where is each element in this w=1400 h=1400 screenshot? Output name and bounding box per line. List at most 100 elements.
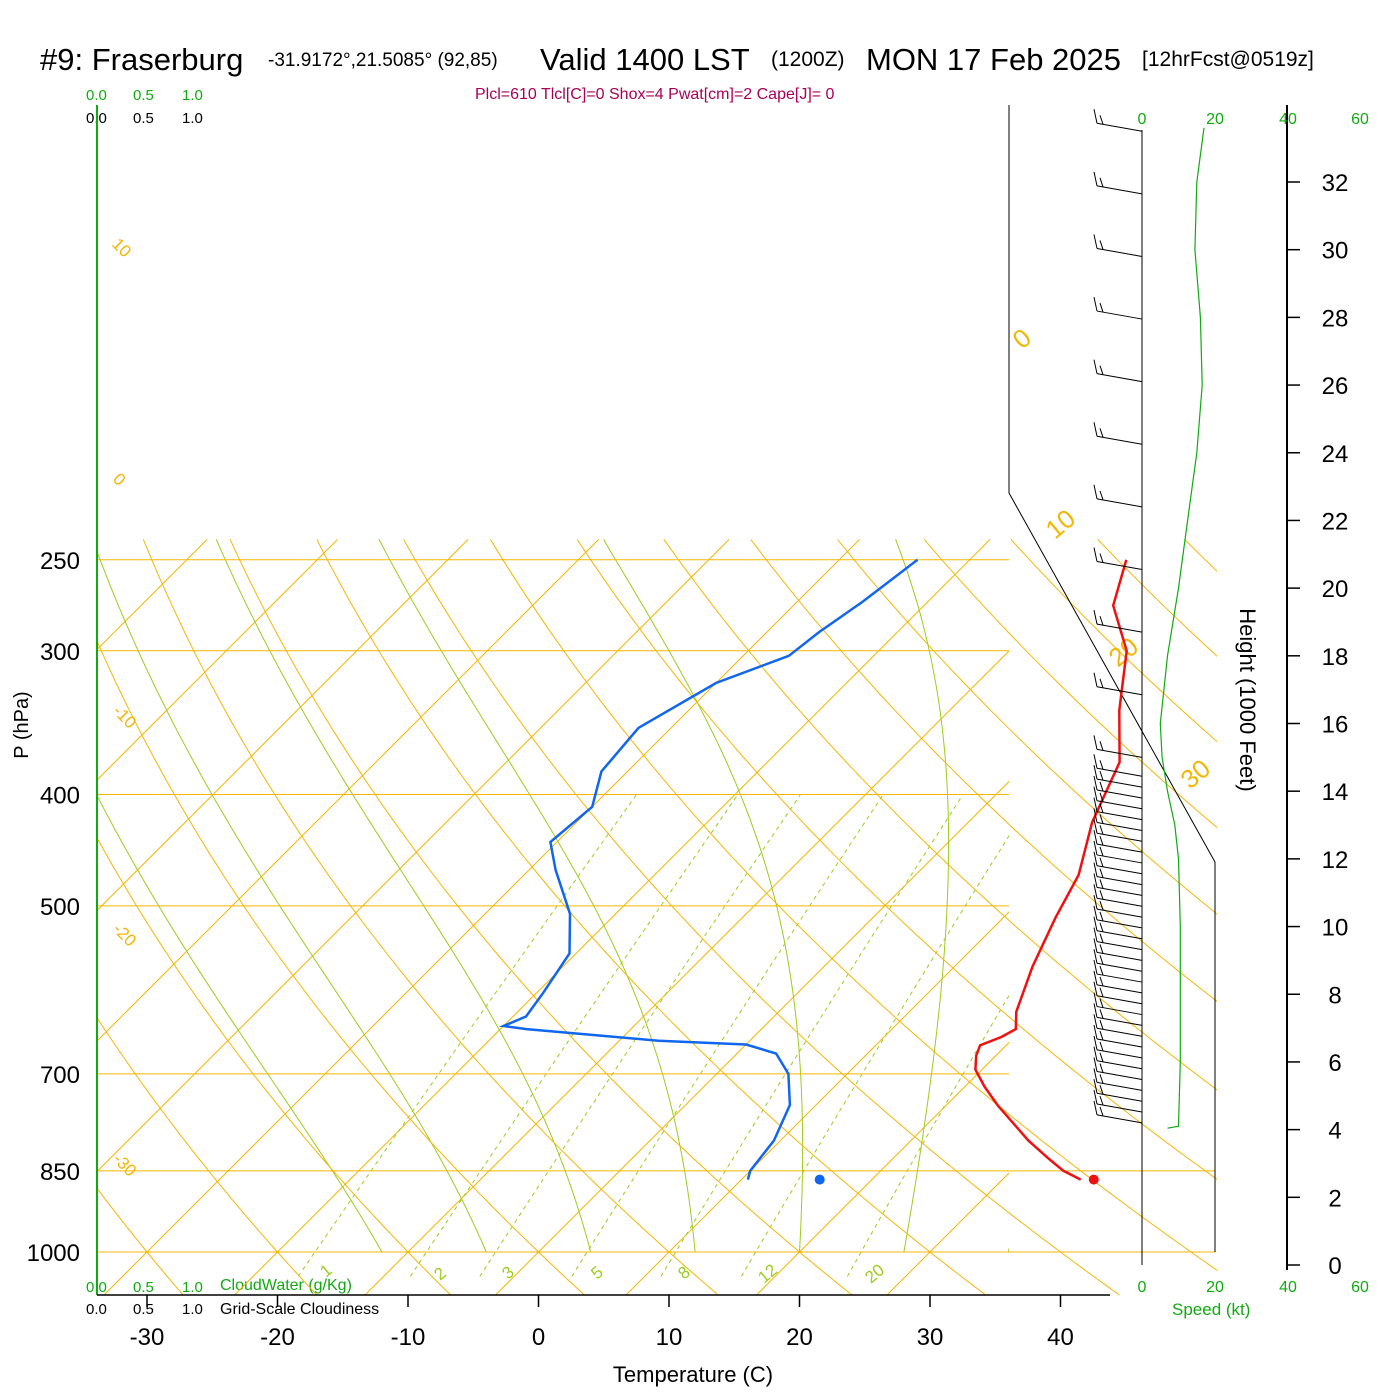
temperature-tick-label: 0 xyxy=(532,1324,545,1351)
wind-barb xyxy=(1093,905,1143,929)
wind-barb-feather xyxy=(1093,927,1098,942)
wind-barb xyxy=(1093,1014,1143,1037)
wind-barb xyxy=(1093,938,1143,961)
dry-adiabat-line xyxy=(923,539,1217,829)
moist-adiabat-line xyxy=(603,539,804,1253)
speed-tick-bottom: 0 xyxy=(1138,1279,1147,1296)
isotherm-line xyxy=(103,539,860,1295)
wind-barb-staff xyxy=(1096,951,1143,961)
height-tick-label: 24 xyxy=(1322,441,1349,468)
wind-barb-feather xyxy=(1099,1074,1104,1084)
wind-barb-feather xyxy=(1099,825,1104,835)
wind-barb-staff xyxy=(1096,1060,1143,1070)
temperature-tick-label: 20 xyxy=(786,1324,813,1351)
cloudiness-scale-05-b: 0.5 xyxy=(133,1301,154,1318)
wind-barb-feather xyxy=(1093,1079,1098,1094)
dry-adiabat-label: 0 xyxy=(1007,322,1037,354)
wind-barb xyxy=(1093,775,1143,799)
wind-barb-feather xyxy=(1093,970,1098,986)
isotherm-line xyxy=(97,539,730,1173)
wind-barb xyxy=(1093,610,1143,633)
wind-barb xyxy=(1093,109,1143,132)
wind-barb-staff xyxy=(1096,561,1143,571)
wind-barb-feather xyxy=(1099,814,1104,824)
wind-barb xyxy=(1093,1100,1143,1124)
wind-barb-feather xyxy=(1093,171,1098,186)
temperature-tick-label: -20 xyxy=(260,1324,295,1351)
wind-barb-feather xyxy=(1093,754,1098,769)
wind-barb-feather xyxy=(1093,610,1098,625)
wind-barb-staff xyxy=(1096,930,1143,940)
speed-axis-label: Speed (kt) xyxy=(1172,1300,1250,1319)
height-tick-label: 8 xyxy=(1328,982,1341,1009)
wind-barb xyxy=(1093,894,1143,918)
cloudiness-scale-1-b: 1.0 xyxy=(182,1301,203,1318)
moist-adiabat-line xyxy=(97,550,487,1253)
wind-barb-staff xyxy=(1096,886,1143,896)
wind-barb xyxy=(1093,754,1143,777)
dry-adiabat-label: 30 xyxy=(1175,753,1216,795)
temperature-tick-label: -10 xyxy=(391,1324,426,1351)
isotherm-line xyxy=(494,780,1009,1295)
wind-barb xyxy=(1093,359,1143,383)
moist-adiabat-line xyxy=(215,539,592,1253)
wind-barb-feather xyxy=(1099,177,1104,188)
wind-barb-feather xyxy=(1099,1009,1104,1019)
wind-barb-staff xyxy=(1096,821,1143,831)
wind-barb xyxy=(1093,484,1143,508)
wind-barb-feather xyxy=(1099,741,1104,751)
wind-barb-staff xyxy=(1096,962,1143,972)
station-coords: -31.9172°,21.5085° (92,85) xyxy=(268,50,498,71)
wind-barb-feather xyxy=(1099,1020,1104,1030)
moist-adiabat-line xyxy=(1007,1247,1009,1253)
wind-barb-staff xyxy=(1096,984,1143,994)
wind-barb-staff xyxy=(1096,908,1143,918)
height-tick-label: 16 xyxy=(1322,712,1349,739)
mixing-ratio-label: 5 xyxy=(587,1262,606,1283)
wind-barb xyxy=(1093,819,1143,842)
wind-barb-feather xyxy=(1099,1052,1104,1062)
wind-barb xyxy=(1093,1046,1143,1070)
wind-barb-feather xyxy=(1093,1024,1098,1040)
wind-barb xyxy=(1093,808,1143,831)
wind-barb-feather xyxy=(1099,615,1104,626)
wind-barb-feather xyxy=(1099,1030,1104,1041)
dry-adiabat-line xyxy=(142,539,719,1295)
wind-barb-feather xyxy=(1093,938,1098,953)
wind-barb-feather xyxy=(1099,857,1104,867)
pressure-tick-label: 1000 xyxy=(27,1240,80,1267)
wind-barb-feather xyxy=(1099,240,1104,250)
height-tick-label: 4 xyxy=(1328,1118,1341,1145)
moist-adiabat-line xyxy=(97,794,383,1253)
cloudwater-label: CloudWater (g/Kg) xyxy=(220,1277,352,1294)
speed-tick-top: 20 xyxy=(1206,111,1224,128)
wind-barb-feather xyxy=(1093,109,1098,124)
cloud-scale-top: 0.0 0.5 1.0 0.0 0.5 1.0 xyxy=(86,87,203,127)
wind-barb-feather xyxy=(1099,890,1104,900)
dry-adiabat-line xyxy=(1358,539,1400,1299)
thermodynamic-background xyxy=(97,539,1400,1299)
dry-adiabat-line xyxy=(97,1187,184,1295)
wind-barb-feather xyxy=(1099,115,1104,125)
height-axis-label: Height (1000 Feet) xyxy=(1235,608,1260,791)
main-plot-background xyxy=(97,539,1400,1299)
mixing-ratio-line xyxy=(660,794,964,1277)
wind-barb xyxy=(1093,672,1143,696)
wind-barb-feather xyxy=(1099,490,1104,501)
wind-barb-staff xyxy=(1096,843,1143,853)
wind-barb-feather xyxy=(1099,1063,1104,1073)
wind-speed-profile xyxy=(1159,127,1205,1129)
height-tick-label: 14 xyxy=(1322,779,1349,806)
wind-barb-feather xyxy=(1093,916,1098,931)
wind-barb-feather xyxy=(1099,1106,1104,1117)
wind-barb-feather xyxy=(1093,765,1098,780)
wind-barb-staff xyxy=(1096,832,1143,842)
isotherm-line xyxy=(1143,539,1400,1299)
mixing-ratio-line xyxy=(297,794,638,1277)
wind-barb-feather xyxy=(1099,1095,1104,1106)
moist-adiabat-line xyxy=(378,539,696,1253)
dry-adiabat-line xyxy=(837,539,1217,915)
x-axis-label: Temperature (C) xyxy=(613,1362,773,1387)
wind-barb-feather xyxy=(1093,735,1098,750)
y-axis-label: P (hPa) xyxy=(11,691,33,758)
